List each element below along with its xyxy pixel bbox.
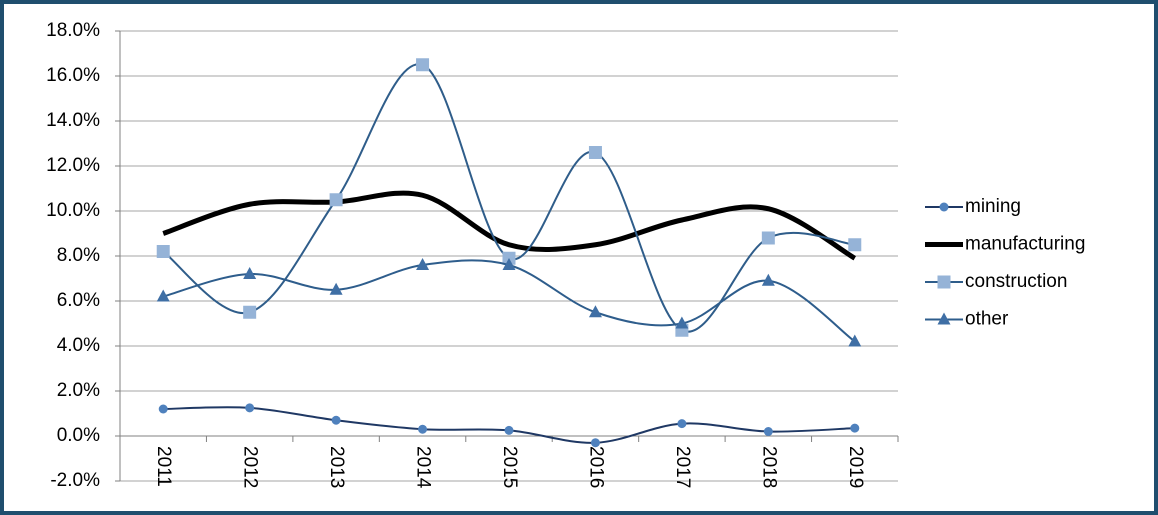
- x-tick-label: 2017: [672, 446, 693, 488]
- x-tick-label: 2015: [499, 446, 520, 488]
- y-tick-label: 6.0%: [57, 290, 100, 311]
- y-tick-label: 12.0%: [46, 155, 100, 176]
- legend-label: manufacturing: [965, 234, 1085, 255]
- point: [416, 258, 430, 270]
- legend-label: other: [965, 309, 1009, 330]
- x-tick-label: 2014: [413, 446, 434, 489]
- point: [156, 245, 170, 258]
- point: [502, 258, 516, 270]
- point: [848, 238, 862, 252]
- point: [329, 282, 343, 295]
- point: [763, 427, 773, 436]
- point: [937, 275, 951, 289]
- point: [590, 438, 600, 448]
- point: [245, 403, 255, 413]
- y-tick-label: 10.0%: [46, 200, 100, 221]
- y-tick-label: 4.0%: [57, 335, 100, 356]
- point: [850, 423, 860, 433]
- point: [588, 146, 602, 159]
- y-tick-label: 14.0%: [46, 110, 100, 131]
- y-tick-label: 2.0%: [57, 380, 100, 401]
- x-tick-label: 2011: [153, 446, 174, 487]
- point: [243, 267, 257, 279]
- point: [504, 425, 514, 435]
- point: [675, 316, 689, 329]
- y-tick-label: 0.0%: [57, 425, 100, 446]
- point: [156, 289, 170, 302]
- point: [243, 305, 257, 319]
- point: [158, 404, 168, 414]
- series-line: [162, 190, 857, 261]
- x-tick-label: 2013: [326, 446, 347, 488]
- legend-label: construction: [965, 271, 1067, 292]
- point: [331, 415, 341, 425]
- x-tick-label: 2016: [585, 446, 606, 488]
- point: [588, 305, 602, 318]
- point: [937, 312, 951, 325]
- y-tick-label: 16.0%: [46, 65, 100, 86]
- x-tick-label: 2018: [758, 446, 779, 488]
- point: [418, 424, 428, 434]
- y-tick-label: -2.0%: [50, 470, 100, 491]
- point: [939, 202, 949, 212]
- x-tick-label: 2012: [240, 446, 261, 488]
- legend-label: mining: [965, 196, 1021, 217]
- point: [848, 334, 862, 347]
- point: [761, 273, 775, 286]
- point: [677, 419, 687, 429]
- x-tick-label: 2019: [845, 446, 866, 488]
- y-tick-label: 18.0%: [46, 20, 100, 41]
- point: [329, 193, 343, 207]
- point: [761, 231, 775, 245]
- point: [416, 58, 430, 72]
- y-tick-label: 8.0%: [57, 245, 100, 266]
